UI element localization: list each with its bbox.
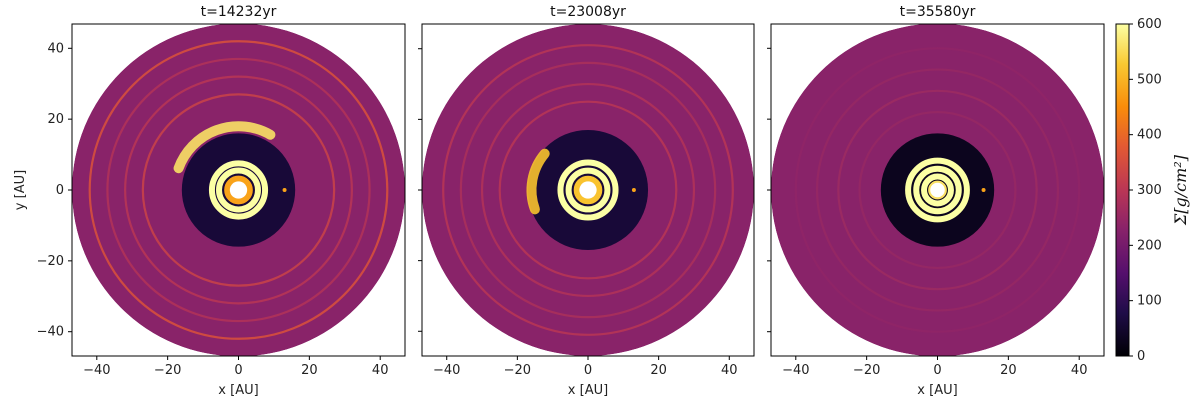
y-tick-label: 20 xyxy=(47,112,64,127)
x-axis-label: x [AU] xyxy=(917,383,957,398)
x-tick-label: 0 xyxy=(234,363,242,378)
y-tick-label: −40 xyxy=(37,325,64,340)
panel-3: −40 −20 0 20 40 t=35580yr x [AU] xyxy=(767,4,1105,398)
density-ring xyxy=(208,160,269,220)
density-ring xyxy=(88,40,389,340)
x-tick-label: −40 xyxy=(83,363,110,378)
density-ring xyxy=(557,159,619,221)
density-ring xyxy=(794,47,1081,333)
colorbar-tick-label: 300 xyxy=(1137,183,1162,198)
density-ring xyxy=(480,82,696,298)
density-disk xyxy=(771,23,1104,357)
x-tick-label: −20 xyxy=(504,363,531,378)
planet-marker xyxy=(631,188,636,192)
colorbar-gradient xyxy=(1115,23,1130,357)
x-tick-label: −40 xyxy=(782,363,809,378)
colorbar-tick-label: 600 xyxy=(1137,17,1162,32)
x-axis-label: x [AU] xyxy=(218,383,258,398)
density-disk xyxy=(422,24,754,356)
density-ring xyxy=(224,175,253,205)
density-ring xyxy=(913,165,962,215)
density-ring xyxy=(905,157,970,223)
density-ring xyxy=(815,68,1060,312)
x-tick-label: 40 xyxy=(372,363,389,378)
panel-1: −40 −20 0 20 40 40 20 0 −20 −40 t=14232yr x [AU] y [… xyxy=(13,4,406,398)
inner-hole xyxy=(930,182,945,198)
panel-title: t=14232yr xyxy=(201,4,277,20)
colorbar: 0 100 200 300 400 500 600 Σ[g/cm²] xyxy=(1115,17,1190,364)
inner-hole xyxy=(579,181,597,199)
spiral-arm xyxy=(526,148,550,215)
density-ring xyxy=(837,89,1038,291)
y-tick-label: 0 xyxy=(56,183,64,198)
density-ring xyxy=(106,57,371,323)
colorbar-tick-label: 500 xyxy=(1137,72,1162,87)
x-tick-label: 0 xyxy=(584,363,592,378)
density-ring xyxy=(442,44,734,336)
x-tick-label: 20 xyxy=(301,363,318,378)
panel-title: t=23008yr xyxy=(550,4,626,20)
x-tick-label: 40 xyxy=(1071,363,1088,378)
panel-2: −40 −20 0 20 40 t=23008yr x [AU] xyxy=(418,4,755,398)
colorbar-tick-label: 400 xyxy=(1137,128,1162,143)
density-ring xyxy=(124,75,353,305)
inner-hole xyxy=(229,181,248,199)
density-ring xyxy=(498,100,678,280)
density-ring xyxy=(141,93,336,287)
panel-title: t=35580yr xyxy=(900,4,976,20)
x-tick-label: 40 xyxy=(721,363,738,378)
x-axis-label: x [AU] xyxy=(568,383,608,398)
x-tick-label: 20 xyxy=(1000,363,1017,378)
density-ring xyxy=(858,110,1017,270)
x-tick-label: −20 xyxy=(154,363,181,378)
planet-marker xyxy=(282,188,287,192)
density-ring xyxy=(459,61,717,319)
colorbar-tick-label: 0 xyxy=(1137,349,1145,364)
density-ring xyxy=(573,175,603,205)
x-tick-label: −40 xyxy=(433,363,460,378)
x-tick-label: 20 xyxy=(650,363,667,378)
y-tick-label: −20 xyxy=(37,254,64,269)
y-tick-label: 40 xyxy=(47,41,64,56)
density-ring xyxy=(921,173,954,207)
colorbar-tick-label: 100 xyxy=(1137,294,1162,309)
density-disk xyxy=(72,23,405,357)
spiral-arm xyxy=(173,121,276,174)
colorbar-label: Σ[g/cm²] xyxy=(1171,154,1190,226)
density-ring xyxy=(216,167,261,213)
density-ring xyxy=(565,167,611,213)
planet-marker xyxy=(981,188,986,192)
x-tick-label: −20 xyxy=(853,363,880,378)
y-axis-label: y [AU] xyxy=(13,170,28,210)
x-tick-label: 0 xyxy=(933,363,941,378)
colorbar-tick-label: 200 xyxy=(1137,238,1162,253)
